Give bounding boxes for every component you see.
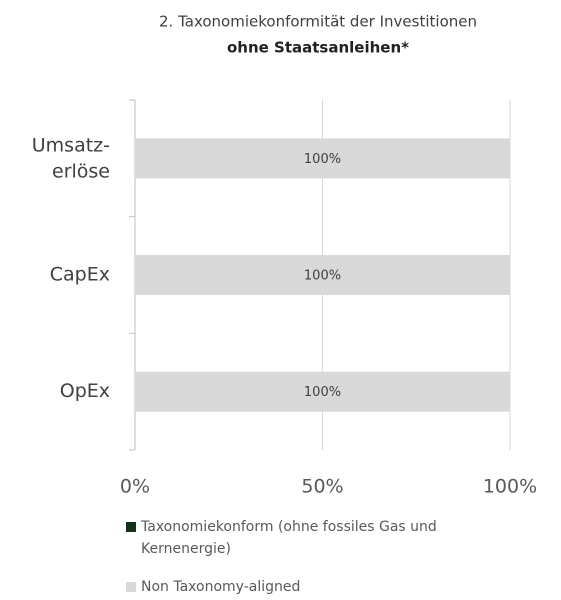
legend-item: Taxonomiekonform (ohne fossiles Gas und … [126,516,471,560]
chart-subtitle: ohne Staatsanleihen* [227,39,409,57]
x-tick-label: 50% [301,476,343,498]
legend-swatch [126,582,136,592]
y-tick-label: CapEx [50,264,110,286]
data-label: 100% [304,152,341,167]
bar [135,371,510,412]
x-tick-label: 100% [483,476,537,498]
legend-label: Non Taxonomy-aligned [141,579,301,595]
chart-title: 2. Taxonomiekonformität der Investitione… [159,13,477,31]
legend-swatch [126,522,136,532]
bar [135,138,510,179]
y-tick-label: OpEx [60,380,110,402]
legend-item: Non Taxonomy-aligned [126,576,471,598]
bar [135,255,510,295]
y-tick-label: Umsatz-erlöse [32,134,110,182]
legend-label: Taxonomiekonform (ohne fossiles Gas und … [141,519,437,557]
x-tick-label: 0% [120,476,150,498]
data-label: 100% [304,269,341,284]
data-label: 100% [304,385,341,400]
